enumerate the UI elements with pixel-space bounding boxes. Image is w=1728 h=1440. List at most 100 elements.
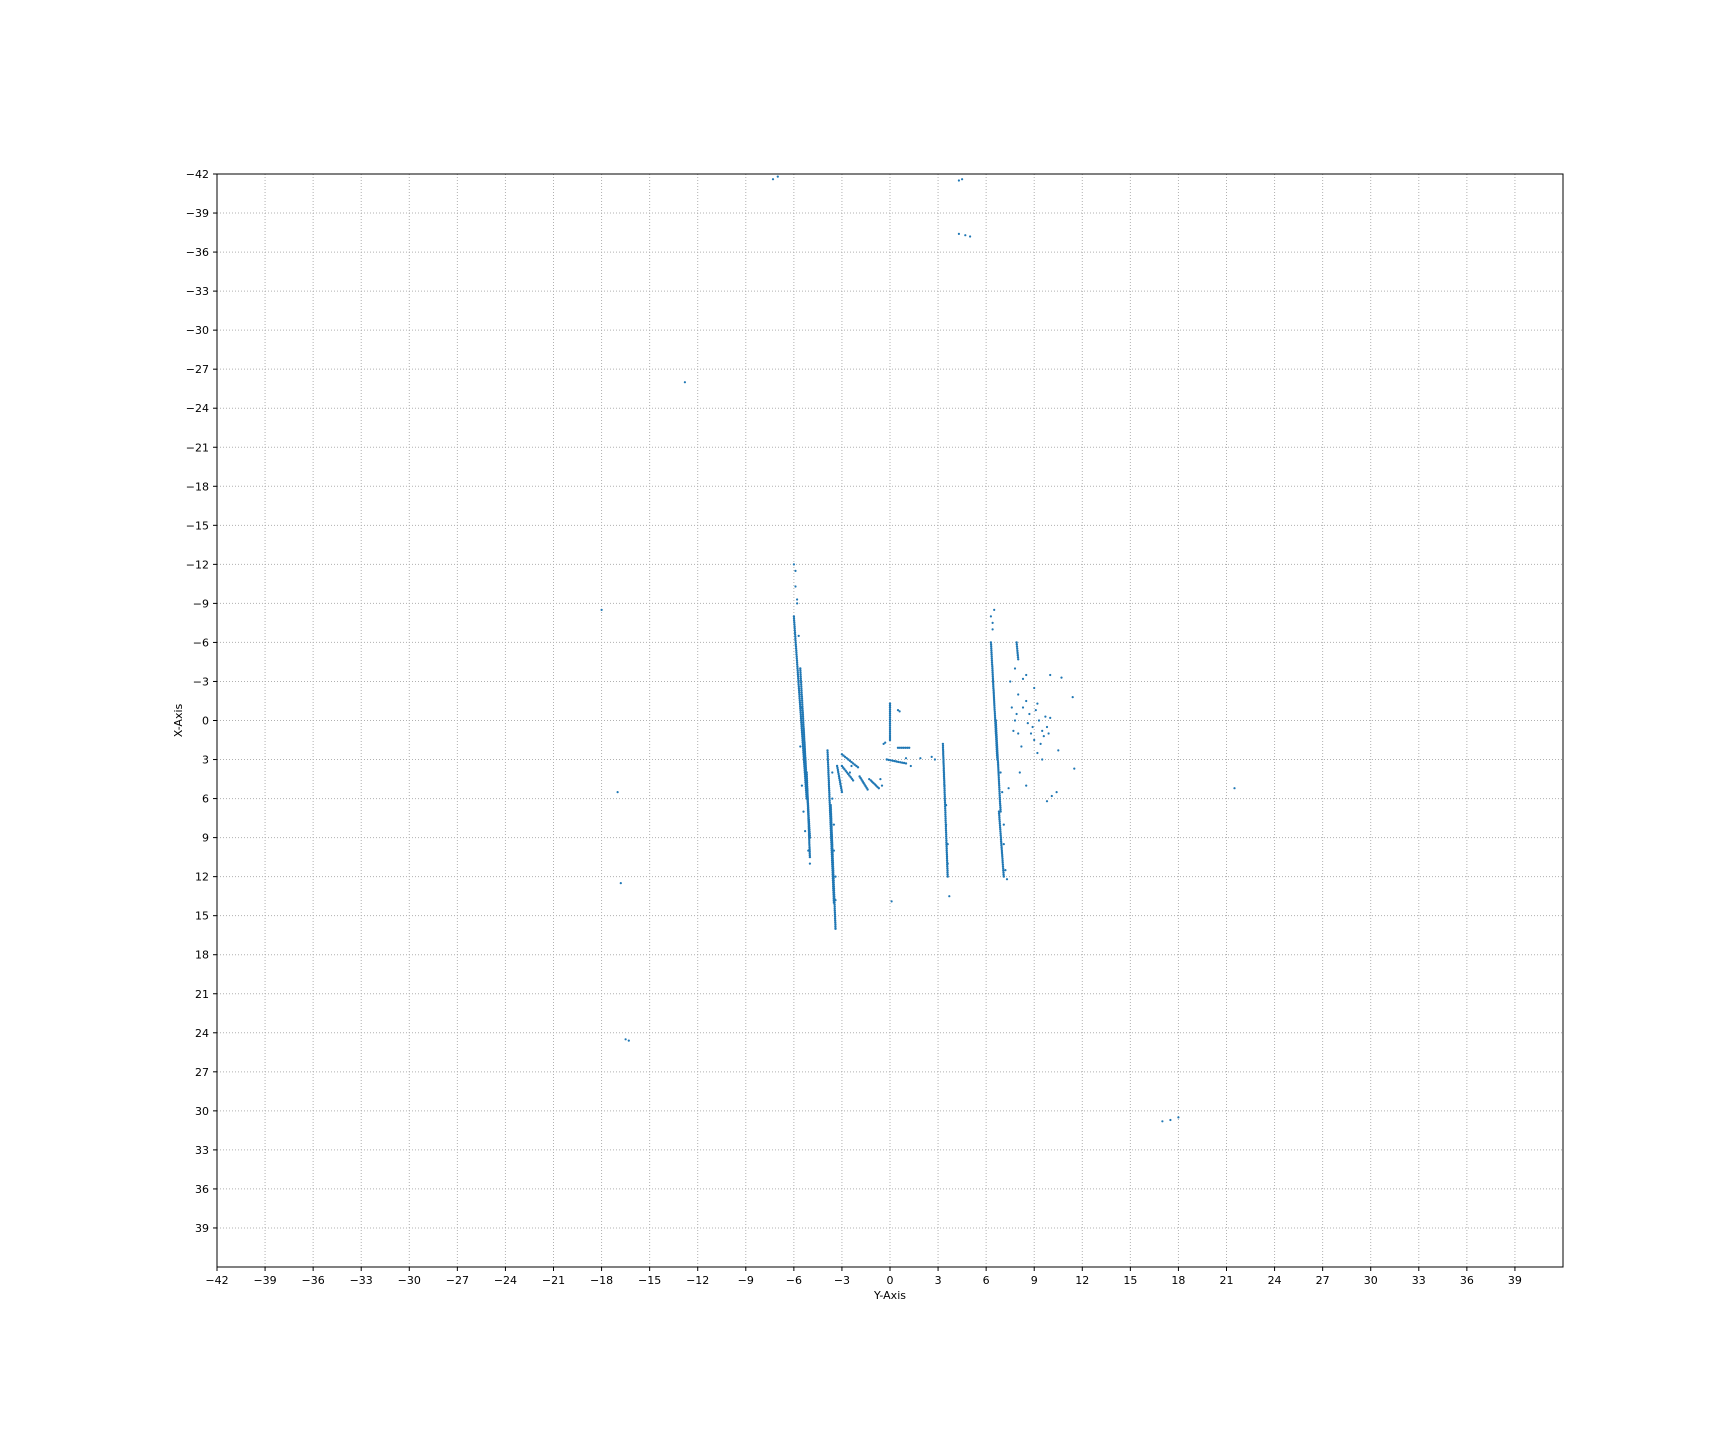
data-point [828, 793, 831, 796]
data-point [797, 681, 800, 684]
data-point [827, 769, 830, 772]
data-point [793, 631, 797, 634]
data-point [832, 885, 836, 888]
data-point [996, 749, 999, 752]
data-point [943, 791, 946, 794]
data-point [1050, 794, 1053, 798]
y-tick-label: −15 [186, 519, 209, 532]
data-point [831, 857, 834, 861]
data-point [944, 815, 947, 818]
x-tick-label: −9 [738, 1274, 754, 1287]
data-point [1055, 791, 1058, 794]
data-point [1018, 771, 1021, 774]
y-tick-label: −3 [193, 675, 209, 688]
data-point [826, 757, 829, 760]
data-point [831, 861, 835, 865]
data-point [904, 746, 907, 749]
data-point [803, 740, 806, 744]
data-point [888, 726, 892, 730]
data-point [1001, 855, 1004, 859]
data-point [990, 659, 994, 662]
data-point [1036, 702, 1039, 705]
data-point [800, 723, 803, 726]
data-point [834, 919, 837, 922]
data-point [801, 741, 804, 744]
data-point [945, 849, 948, 852]
data-point [943, 789, 946, 792]
data-point [834, 875, 837, 878]
data-point [888, 702, 892, 705]
data-point [1016, 656, 1020, 659]
data-point [1000, 851, 1004, 855]
data-point [943, 797, 946, 800]
data-point [997, 766, 1000, 770]
x-tick-label: −21 [542, 1274, 565, 1287]
data-point [1000, 843, 1003, 847]
data-point [998, 802, 1002, 805]
data-point [888, 738, 892, 742]
data-point [861, 780, 864, 783]
data-point [945, 833, 948, 836]
data-point [888, 732, 892, 736]
data-point [826, 753, 829, 756]
data-point [999, 834, 1002, 837]
data-point [942, 752, 945, 756]
data-point [797, 689, 801, 692]
data-point [805, 771, 808, 774]
data-point [799, 705, 802, 708]
x-tick-label: −42 [205, 1274, 228, 1287]
data-point [993, 708, 996, 712]
data-point [1071, 696, 1074, 699]
data-point [961, 178, 964, 181]
data-point [941, 748, 945, 752]
data-point [834, 921, 837, 924]
data-point [826, 755, 829, 758]
data-point [989, 641, 993, 644]
data-point [830, 821, 833, 825]
data-point [804, 754, 807, 758]
x-axis-label: Y-Axis [873, 1289, 906, 1302]
data-point [799, 709, 802, 712]
data-point [996, 762, 1000, 766]
data-point [995, 727, 998, 730]
data-point [942, 768, 945, 772]
data-point [803, 748, 807, 752]
data-point [831, 853, 834, 857]
data-point [799, 671, 802, 674]
data-point [995, 739, 998, 742]
data-point [805, 777, 809, 780]
data-point [850, 760, 853, 764]
y-tick-label: −36 [186, 246, 209, 259]
data-point [998, 824, 1002, 827]
data-point [888, 704, 892, 707]
data-point [797, 683, 800, 686]
data-point [888, 720, 892, 723]
data-point [806, 787, 809, 790]
data-point [945, 855, 949, 858]
data-point [802, 730, 806, 734]
data-point [888, 710, 892, 713]
data-point [831, 863, 835, 867]
data-point [1001, 865, 1005, 868]
data-point [1025, 673, 1028, 677]
data-point [991, 678, 995, 682]
data-point [840, 753, 844, 756]
data-point [799, 713, 802, 716]
data-point [941, 742, 945, 746]
data-point [945, 859, 949, 862]
data-point [807, 823, 810, 827]
data-point [776, 175, 779, 178]
data-point [829, 807, 833, 811]
data-point [806, 809, 810, 812]
data-point [799, 667, 802, 670]
data-point [801, 703, 804, 706]
data-point [998, 796, 1001, 799]
x-tick-label: 30 [1364, 1274, 1378, 1287]
data-point [991, 680, 995, 684]
data-point [997, 774, 1000, 778]
data-point [796, 667, 799, 670]
data-point [885, 758, 888, 761]
data-point [800, 697, 804, 700]
data-point [1002, 871, 1005, 874]
